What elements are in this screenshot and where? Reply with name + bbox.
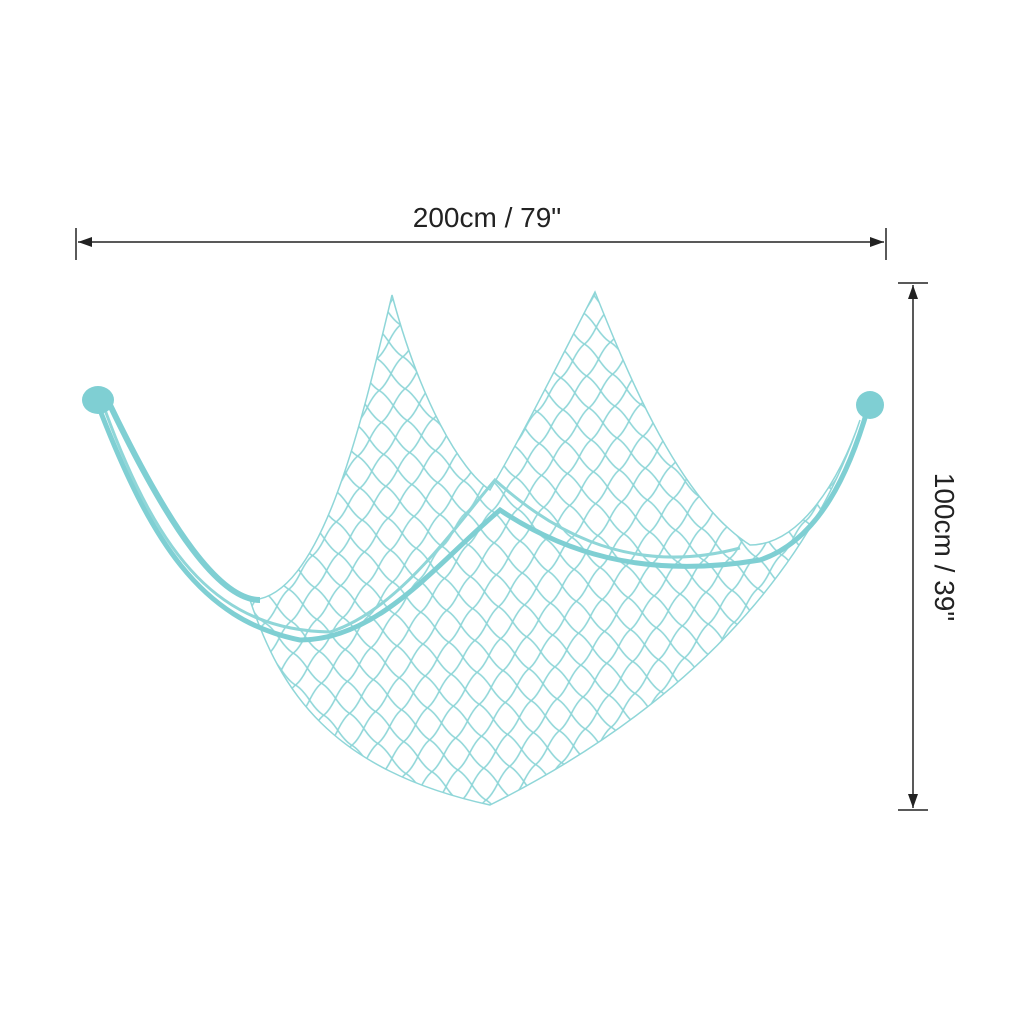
height-label: 100cm / 39"	[929, 473, 960, 621]
width-label: 200cm / 79"	[413, 202, 561, 233]
right-knot	[856, 391, 884, 419]
height-dimension: 100cm / 39"	[898, 282, 960, 811]
left-knot	[82, 386, 114, 414]
width-dimension: 200cm / 79"	[75, 202, 887, 260]
